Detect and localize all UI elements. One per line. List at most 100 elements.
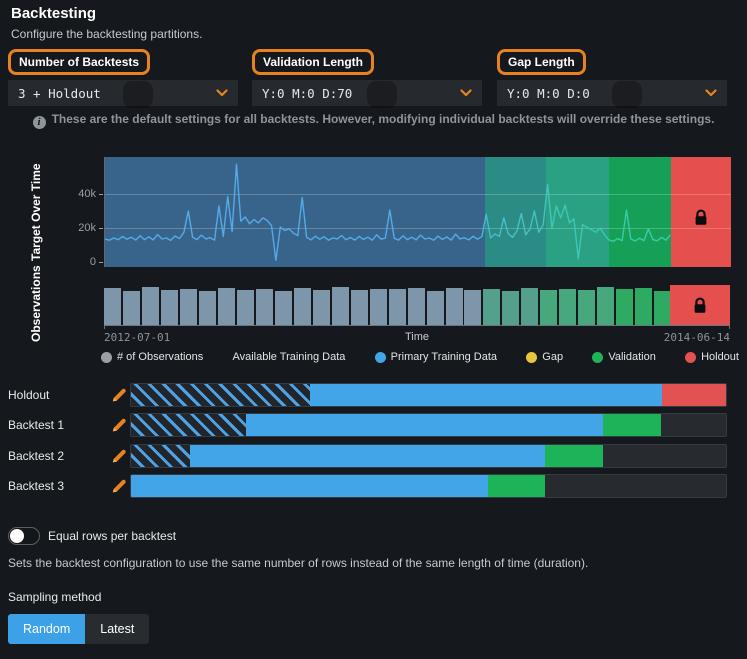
sampling-method-label: Sampling method bbox=[8, 590, 102, 604]
gap-length-select[interactable]: Y:0 M:0 D:0 bbox=[497, 80, 727, 108]
number-of-backtests-select[interactable]: 3 + Holdout bbox=[8, 80, 238, 108]
gap-length-label: Gap Length bbox=[497, 49, 586, 75]
y-tick-label: 0 bbox=[89, 256, 96, 268]
legend-dot bbox=[526, 351, 538, 363]
legend-dot bbox=[101, 351, 112, 363]
legend-dot bbox=[374, 351, 386, 363]
legend-item-gap: Gap bbox=[526, 351, 563, 363]
segment-validation bbox=[602, 414, 662, 437]
page-title: Backtesting bbox=[11, 5, 97, 22]
gap-length-value: Y:0 M:0 D:0 bbox=[507, 85, 590, 101]
observation-bar bbox=[635, 288, 653, 325]
dropdown-knob-artifact bbox=[612, 81, 642, 108]
sampling-method-button-group: Random Latest bbox=[8, 614, 150, 644]
validation-length-label-text: Validation Length bbox=[263, 55, 364, 69]
region-band-primary-training bbox=[105, 157, 485, 267]
row-label-backtest-1: Backtest 1 bbox=[8, 418, 65, 433]
legend-label: Gap bbox=[542, 351, 564, 363]
chevron-down-icon bbox=[460, 89, 472, 97]
segment-available bbox=[131, 414, 246, 437]
row-label-holdout: Holdout bbox=[8, 388, 50, 402]
observation-bar bbox=[540, 289, 558, 325]
partition-bar-holdout bbox=[130, 383, 727, 407]
row-label-backtest-3: Backtest 3 bbox=[8, 478, 65, 493]
target-line-series bbox=[105, 163, 671, 262]
observation-bar bbox=[141, 287, 159, 325]
observation-bar bbox=[236, 290, 254, 325]
y-tick-mark bbox=[99, 228, 103, 229]
observation-bar bbox=[179, 288, 197, 325]
observation-bar bbox=[464, 290, 482, 325]
observation-bar bbox=[502, 291, 520, 325]
legend-item-primary-training-data: Primary Training Data bbox=[374, 351, 498, 363]
y-tick-mark bbox=[99, 262, 103, 263]
segment-primary bbox=[309, 384, 662, 406]
segment-validation bbox=[544, 444, 603, 467]
x-axis-end-date: 2014-06-14 bbox=[663, 331, 730, 344]
chevron-down-icon bbox=[216, 89, 228, 97]
default-settings-note: i These are the default settings for all … bbox=[0, 112, 747, 129]
gridline bbox=[105, 194, 731, 195]
default-settings-note-text: These are the default settings for all b… bbox=[51, 112, 715, 126]
dropdown-knob-artifact bbox=[367, 81, 397, 108]
observation-bar bbox=[483, 288, 501, 325]
target-over-time-chart[interactable] bbox=[104, 157, 731, 267]
observation-bar bbox=[274, 290, 292, 325]
validation-length-value: Y:0 M:0 D:70 bbox=[262, 85, 353, 101]
segment-validation bbox=[488, 474, 546, 497]
segment-primary bbox=[131, 474, 488, 497]
legend-label: Holdout bbox=[701, 351, 739, 363]
legend-label: Validation bbox=[608, 351, 656, 363]
observation-bar bbox=[123, 290, 140, 325]
observation-bar bbox=[578, 290, 596, 325]
partition-bar-backtest-3 bbox=[130, 473, 727, 498]
observations-chart[interactable] bbox=[104, 285, 730, 329]
x-axis-start-date: 2012-07-01 bbox=[104, 331, 171, 344]
segment-available bbox=[131, 444, 190, 467]
number-of-backtests-label: Number of Backtests bbox=[8, 49, 151, 75]
validation-length-select[interactable]: Y:0 M:0 D:70 bbox=[252, 80, 482, 108]
observation-bar bbox=[198, 291, 216, 325]
observation-bar bbox=[160, 289, 178, 325]
y-tick-label: 40k bbox=[78, 188, 96, 200]
edit-pencil-icon-holdout[interactable] bbox=[111, 387, 127, 403]
region-band-validation-overlap-1 bbox=[484, 157, 547, 267]
control-validation-length: Validation Length Y:0 M:0 D:70 bbox=[252, 49, 482, 108]
observation-bar bbox=[616, 289, 634, 325]
equal-rows-toggle-label: Equal rows per backtest bbox=[48, 529, 177, 543]
edit-pencil-icon-backtest-1[interactable] bbox=[111, 417, 127, 433]
region-band-validation bbox=[608, 157, 671, 267]
gap-length-label-text: Gap Length bbox=[508, 55, 575, 69]
target-over-time-axis-label: Target Over Time bbox=[29, 163, 43, 261]
sampling-random-button[interactable]: Random bbox=[8, 614, 86, 644]
control-gap-length: Gap Length Y:0 M:0 D:0 bbox=[497, 49, 727, 108]
control-number-of-backtests: Number of Backtests 3 + Holdout bbox=[8, 49, 238, 108]
x-axis-title: Time bbox=[404, 331, 430, 343]
edit-pencil-icon-backtest-3[interactable] bbox=[111, 478, 127, 494]
gridline bbox=[105, 228, 731, 229]
segment-primary bbox=[189, 444, 545, 467]
legend-dot bbox=[592, 351, 604, 363]
partition-bar-backtest-1 bbox=[130, 413, 727, 438]
partition-bar-backtest-2 bbox=[130, 443, 727, 468]
page-subtitle: Configure the backtesting partitions. bbox=[11, 27, 203, 41]
legend-item-holdout: Holdout bbox=[685, 351, 739, 363]
dropdown-knob-artifact bbox=[123, 81, 153, 108]
legend-label: Primary Training Data bbox=[390, 351, 498, 363]
observations-axis-label: Observations bbox=[29, 265, 43, 343]
segment-primary bbox=[245, 414, 603, 437]
legend-label: Available Training Data bbox=[232, 351, 346, 363]
sampling-latest-button[interactable]: Latest bbox=[85, 614, 150, 644]
observation-bar bbox=[217, 287, 235, 325]
observation-bar bbox=[350, 290, 368, 325]
observation-bar bbox=[445, 288, 463, 325]
row-label-backtest-2: Backtest 2 bbox=[8, 448, 65, 463]
region-band-holdout bbox=[670, 157, 731, 267]
edit-pencil-icon-backtest-2[interactable] bbox=[111, 448, 127, 464]
legend-item-available-training-data: Available Training Data bbox=[232, 351, 345, 363]
equal-rows-toggle[interactable] bbox=[8, 527, 40, 545]
observation-bar bbox=[407, 287, 425, 325]
observation-bar bbox=[559, 288, 577, 325]
observation-bar bbox=[255, 288, 273, 325]
